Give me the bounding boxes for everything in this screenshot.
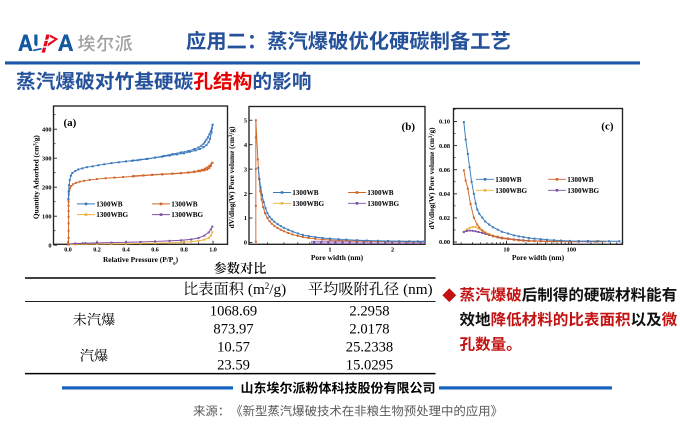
svg-text:1300WB: 1300WB — [367, 189, 394, 197]
svg-text:100: 100 — [42, 213, 51, 220]
svg-text:2.2958: 2.2958 — [349, 304, 389, 320]
svg-text:dV/dlog(W) Pore volume (cm3/g): dV/dlog(W) Pore volume (cm3/g) — [427, 127, 436, 229]
svg-text:10.57: 10.57 — [217, 340, 250, 356]
svg-text:0: 0 — [48, 242, 51, 249]
svg-text:0.6: 0.6 — [151, 247, 159, 253]
svg-text:0.04: 0.04 — [439, 191, 451, 198]
svg-text:0.0: 0.0 — [64, 247, 72, 253]
svg-text:1300WB: 1300WB — [292, 189, 319, 197]
svg-text:1: 1 — [244, 215, 247, 222]
svg-text:1300WB: 1300WB — [171, 200, 198, 208]
svg-text:23.59: 23.59 — [217, 358, 250, 374]
svg-text:5: 5 — [244, 118, 247, 125]
svg-text:0.08: 0.08 — [439, 143, 450, 150]
svg-text:1300WB: 1300WB — [96, 200, 123, 208]
svg-text:(b): (b) — [402, 121, 416, 133]
svg-text:200: 200 — [42, 184, 51, 191]
svg-text:0.10: 0.10 — [439, 119, 450, 126]
svg-text:3: 3 — [244, 166, 247, 173]
svg-text:25.2338: 25.2338 — [346, 340, 393, 356]
svg-text:Pore width (nm): Pore width (nm) — [311, 253, 364, 262]
svg-text:0.8: 0.8 — [180, 247, 188, 253]
svg-text:1300WBG: 1300WBG — [292, 200, 324, 208]
svg-text:1300WBG: 1300WBG — [96, 211, 128, 219]
svg-text:dV/dlog(W) Pore volume (cm3/g): dV/dlog(W) Pore volume (cm3/g) — [227, 126, 236, 228]
svg-text:0: 0 — [244, 240, 247, 247]
svg-text:400: 400 — [42, 126, 51, 133]
svg-text:0.4: 0.4 — [122, 247, 130, 253]
svg-text:0.2: 0.2 — [93, 247, 101, 253]
svg-text:1300WBG: 1300WBG — [567, 187, 599, 195]
svg-text:2.0178: 2.0178 — [349, 322, 389, 338]
svg-text:2: 2 — [391, 247, 394, 254]
svg-text:(nm): (nm) — [403, 281, 433, 298]
svg-text:873.97: 873.97 — [213, 322, 253, 338]
svg-text:15.0295: 15.0295 — [346, 358, 393, 374]
svg-text:0.02: 0.02 — [439, 215, 450, 222]
svg-text:300: 300 — [42, 155, 51, 162]
svg-text:10: 10 — [503, 247, 509, 254]
svg-text:2: 2 — [244, 191, 247, 198]
svg-text:100: 100 — [567, 247, 576, 254]
svg-text:1300WB: 1300WB — [495, 176, 522, 184]
svg-text:0.06: 0.06 — [439, 167, 450, 174]
svg-text:Relative Pressure (P/P0): Relative Pressure (P/P0) — [103, 255, 179, 266]
svg-text:(c): (c) — [601, 120, 614, 132]
svg-text:4: 4 — [244, 142, 248, 149]
svg-text:1.0: 1.0 — [209, 247, 217, 253]
svg-text:1300WB: 1300WB — [567, 176, 594, 184]
svg-text:1300WBG: 1300WBG — [495, 187, 527, 195]
svg-text:1068.69: 1068.69 — [210, 304, 257, 320]
svg-text:0.00: 0.00 — [439, 239, 450, 246]
svg-text:Pore width (nm): Pore width (nm) — [512, 253, 565, 262]
svg-text:Quantity Adsorbed (cm3/g): Quantity Adsorbed (cm3/g) — [32, 135, 41, 219]
svg-text:(a): (a) — [64, 117, 77, 129]
svg-text:1300WBG: 1300WBG — [367, 200, 399, 208]
svg-text:1300WBG: 1300WBG — [171, 211, 203, 219]
svg-text:(m2/g): (m2/g) — [248, 281, 286, 298]
svg-text:1: 1 — [328, 247, 331, 254]
